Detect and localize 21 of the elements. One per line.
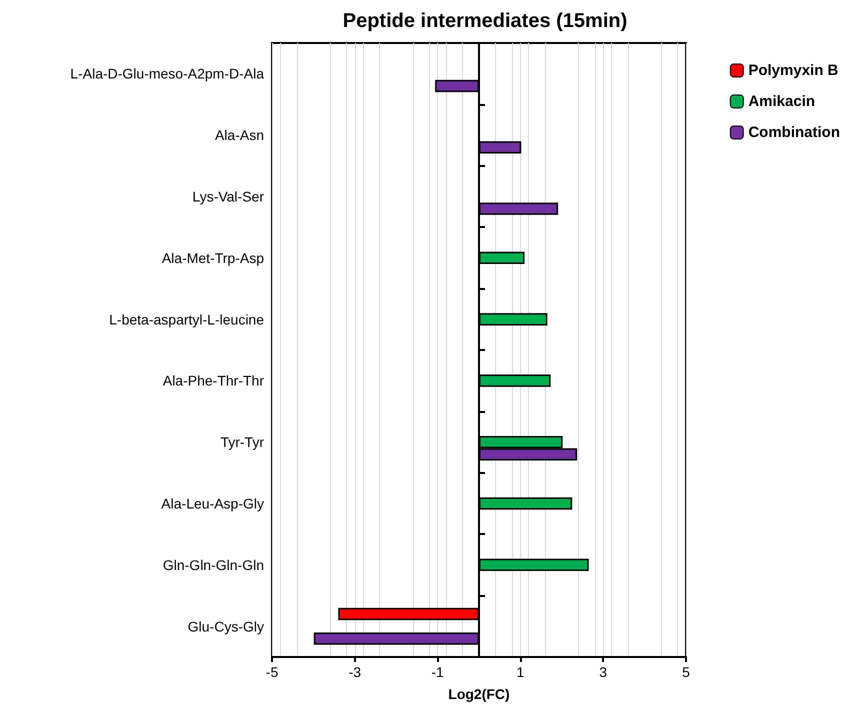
y-tick-label: Ala-Met-Trp-Asp: [162, 250, 264, 266]
y-tick-label: Ala-Leu-Asp-Gly: [161, 496, 264, 512]
x-tick-label: -1: [431, 664, 444, 680]
y-tick-label: Lys-Val-Ser: [192, 188, 264, 204]
y-tick-label: Gln-Gln-Gln-Gln: [162, 556, 264, 573]
y-tick-label: Glu-Cys-Gly: [188, 618, 264, 634]
x-tick-label: 3: [599, 664, 608, 680]
x-tick-label: 1: [516, 664, 524, 680]
y-tick-label: L-Ala-D-Glu-meso-A2pm-D-Ala: [70, 66, 264, 82]
legend-label: Amikacin: [748, 93, 816, 110]
x-tick-label: -3: [348, 664, 362, 680]
legend-label: Combination: [748, 124, 840, 141]
y-tick-label: Ala-Phe-Thr-Thr: [162, 372, 264, 389]
x-axis-title: Log2(FC): [448, 686, 510, 702]
legend-label: Polymyxin B: [748, 62, 839, 79]
y-tick-label: Tyr-Tyr: [220, 434, 264, 450]
x-tick-label: -5: [266, 664, 278, 680]
y-tick-label: Ala-Asn: [214, 127, 264, 144]
x-tick-label: 5: [682, 664, 690, 680]
chart-title: Peptide intermediates (15min): [342, 10, 628, 32]
y-tick-label: L-beta-aspartyl-L-leucine: [109, 311, 264, 328]
